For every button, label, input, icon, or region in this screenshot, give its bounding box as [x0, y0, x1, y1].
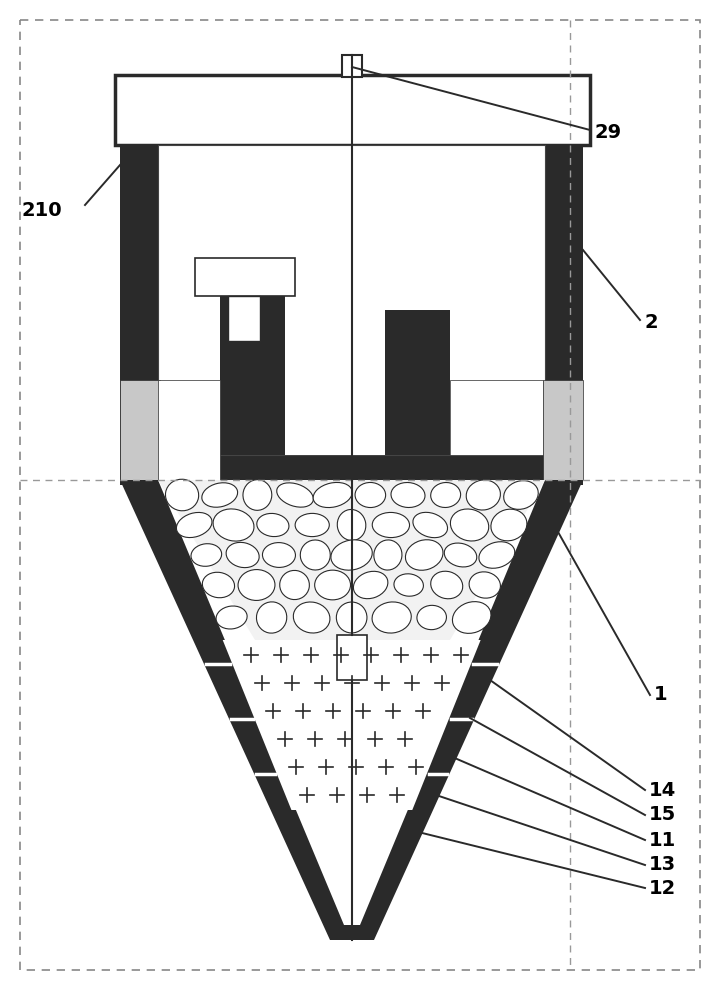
- Bar: [220, 290, 285, 455]
- Polygon shape: [223, 640, 480, 810]
- Ellipse shape: [202, 572, 234, 598]
- Ellipse shape: [293, 602, 330, 633]
- Ellipse shape: [374, 540, 402, 570]
- Ellipse shape: [479, 542, 515, 568]
- Ellipse shape: [452, 602, 491, 633]
- Ellipse shape: [336, 602, 367, 633]
- Ellipse shape: [337, 509, 366, 541]
- Ellipse shape: [444, 543, 477, 567]
- Ellipse shape: [417, 605, 446, 630]
- Ellipse shape: [226, 542, 259, 568]
- Ellipse shape: [263, 543, 296, 567]
- Ellipse shape: [191, 544, 221, 566]
- Bar: [195, 258, 295, 296]
- Ellipse shape: [469, 572, 500, 598]
- Ellipse shape: [213, 509, 254, 541]
- Text: 13: 13: [649, 856, 676, 874]
- Bar: [285, 310, 385, 455]
- Bar: [158, 380, 220, 480]
- Ellipse shape: [391, 483, 425, 507]
- Bar: [120, 380, 160, 480]
- Ellipse shape: [451, 509, 488, 541]
- Bar: [158, 145, 545, 455]
- Bar: [120, 145, 158, 480]
- Text: 29: 29: [595, 122, 622, 141]
- Ellipse shape: [295, 513, 329, 537]
- Text: 210: 210: [21, 200, 62, 220]
- Bar: [115, 75, 590, 145]
- Bar: [228, 296, 260, 341]
- Polygon shape: [120, 480, 583, 940]
- Text: 14: 14: [649, 780, 676, 800]
- Ellipse shape: [277, 483, 313, 507]
- Text: 2: 2: [645, 314, 659, 332]
- Text: 1: 1: [654, 686, 668, 704]
- Ellipse shape: [165, 479, 199, 511]
- Bar: [543, 380, 583, 480]
- Text: 11: 11: [649, 830, 676, 850]
- Bar: [450, 380, 543, 455]
- Ellipse shape: [257, 513, 289, 537]
- Ellipse shape: [431, 571, 463, 599]
- Ellipse shape: [216, 606, 247, 629]
- Ellipse shape: [280, 570, 309, 600]
- Ellipse shape: [202, 483, 237, 507]
- Ellipse shape: [313, 482, 352, 508]
- Ellipse shape: [372, 512, 410, 538]
- Ellipse shape: [331, 540, 372, 570]
- Ellipse shape: [405, 540, 443, 570]
- Ellipse shape: [256, 602, 287, 633]
- Ellipse shape: [413, 512, 448, 538]
- Ellipse shape: [466, 480, 500, 510]
- Ellipse shape: [504, 481, 538, 509]
- Ellipse shape: [238, 570, 275, 600]
- Bar: [545, 145, 583, 480]
- Ellipse shape: [300, 540, 331, 570]
- Ellipse shape: [431, 483, 461, 507]
- Ellipse shape: [243, 480, 272, 510]
- Bar: [337, 635, 367, 680]
- Ellipse shape: [355, 482, 386, 508]
- Ellipse shape: [491, 509, 527, 541]
- Ellipse shape: [176, 512, 212, 538]
- Bar: [120, 455, 583, 485]
- Bar: [342, 55, 362, 77]
- Ellipse shape: [353, 571, 388, 599]
- Polygon shape: [158, 480, 545, 925]
- Text: 15: 15: [649, 806, 676, 824]
- Polygon shape: [158, 480, 545, 640]
- Ellipse shape: [314, 570, 350, 600]
- Bar: [385, 310, 450, 455]
- Ellipse shape: [394, 574, 424, 596]
- Ellipse shape: [372, 602, 411, 633]
- Text: 12: 12: [649, 879, 676, 898]
